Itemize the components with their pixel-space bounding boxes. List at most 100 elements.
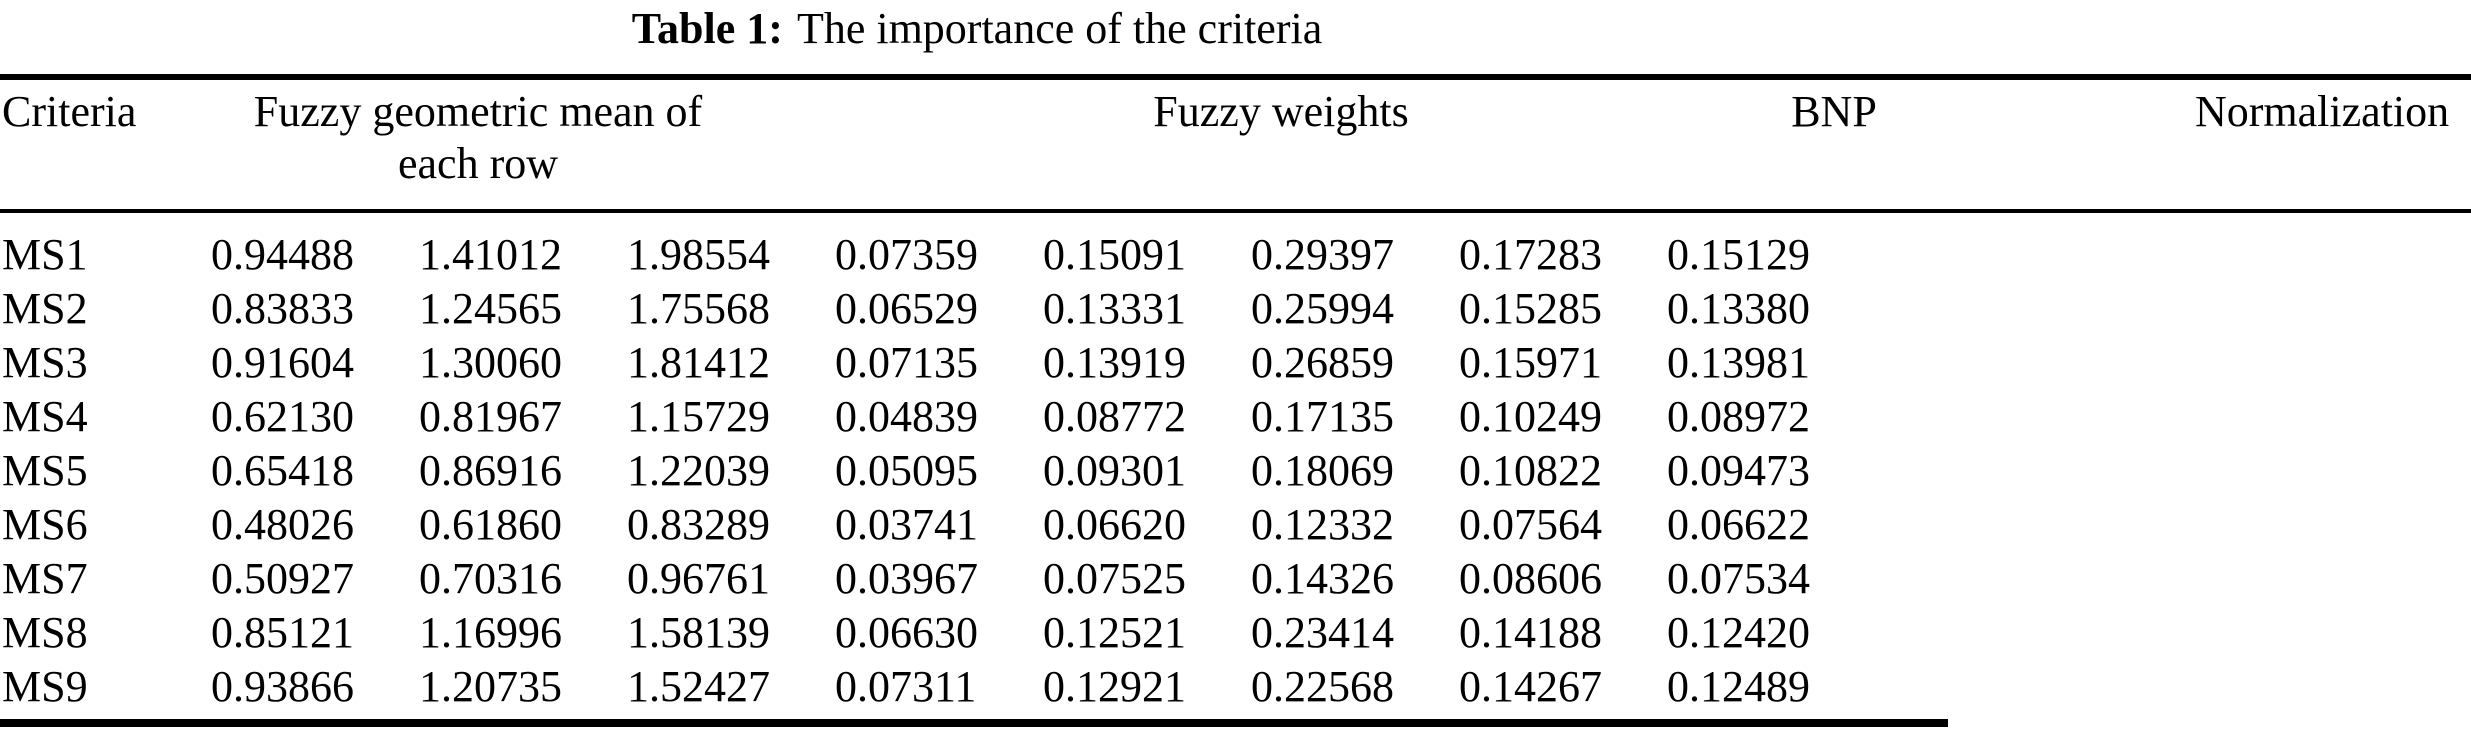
table-caption: Table 1: The importance of the criteria [0,0,1954,58]
table-cell: 0.07135 [835,338,978,387]
table-caption-label: Table 1: [631,4,783,53]
table-cell: 0.94488 [211,230,354,279]
table-cell: 0.14326 [1251,554,1394,603]
table-cell: 1.24565 [419,284,562,333]
table-row-ms5: MS5 0.65418 0.86916 1.22039 0.05095 0.09… [2,444,2471,498]
table-cell: 0.70316 [419,554,562,603]
table-cell: 1.52427 [627,662,770,711]
table-cell: 0.61860 [419,500,562,549]
table-cell: 0.03967 [835,554,978,603]
table-cell: 0.04839 [835,392,978,441]
table-cell: 0.07359 [835,230,978,279]
table-cell: 0.13331 [1043,284,1186,333]
table-cell: 0.06630 [835,608,978,657]
row-label: MS1 [2,230,88,279]
table-cell: 1.15729 [627,392,770,441]
table-cell: 0.07525 [1043,554,1186,603]
table-cell: 0.15129 [1667,230,1810,279]
table-cell: 0.65418 [211,446,354,495]
header-criteria: Criteria [2,87,137,136]
table-row-ms3: MS3 0.91604 1.30060 1.81412 0.07135 0.13… [2,336,2471,390]
table-cell: 0.12489 [1667,662,1810,711]
table-row-ms8: MS8 0.85121 1.16996 1.58139 0.06630 0.12… [2,606,2471,660]
row-label: MS5 [2,446,88,495]
table-cell: 0.12332 [1251,500,1394,549]
table-cell: 0.09473 [1667,446,1810,495]
table-cell: 0.22568 [1251,662,1394,711]
header-bnp: BNP [1791,87,1877,136]
table-cell: 0.62130 [211,392,354,441]
table-cell: 0.12521 [1043,608,1186,657]
table-cell: 0.25994 [1251,284,1394,333]
row-label: MS9 [2,662,88,711]
table-cell: 0.08606 [1459,554,1602,603]
table-cell: 0.12921 [1043,662,1186,711]
table-cell: 0.12420 [1667,608,1810,657]
table-row-ms9: MS9 0.93866 1.20735 1.52427 0.07311 0.12… [2,660,2471,714]
header-fuzzy-geometric-mean-line1: Fuzzy geometric mean of [253,87,703,136]
table-cell: 1.58139 [627,608,770,657]
row-label: MS2 [2,284,88,333]
table-cell: 0.18069 [1251,446,1394,495]
table-top-rule [0,74,2471,80]
table-cell: 0.08772 [1043,392,1186,441]
table-cell: 0.13380 [1667,284,1810,333]
table-cell: 1.75568 [627,284,770,333]
table-cell: 0.15285 [1459,284,1602,333]
table-cell: 0.06529 [835,284,978,333]
table-row-ms4: MS4 0.62130 0.81967 1.15729 0.04839 0.08… [2,390,2471,444]
table-cell: 0.14267 [1459,662,1602,711]
table-cell: 1.30060 [419,338,562,387]
table-cell: 0.26859 [1251,338,1394,387]
table-cell: 0.13919 [1043,338,1186,387]
table-caption-text: The importance of the criteria [796,4,1323,53]
header-fuzzy-geometric-mean-line2: each row [397,139,558,188]
table-cell: 0.05095 [835,446,978,495]
table-cell: 0.23414 [1251,608,1394,657]
table-cell: 0.07534 [1667,554,1810,603]
table-cell: 1.98554 [627,230,770,279]
header-fuzzy-weights: Fuzzy weights [1153,87,1409,136]
table-cell: 0.48026 [211,500,354,549]
table-cell: 0.17283 [1459,230,1602,279]
table-cell: 0.96761 [627,554,770,603]
table-cell: 0.07564 [1459,500,1602,549]
table-cell: 0.07311 [835,662,977,711]
table-cell: 0.06620 [1043,500,1186,549]
header-fuzzy-geometric-mean: Fuzzy geometric mean of each row [178,86,778,190]
table-cell: 0.29397 [1251,230,1394,279]
table-cell: 0.50927 [211,554,354,603]
table-cell: 0.06622 [1667,500,1810,549]
table-cell: 0.15971 [1459,338,1602,387]
table-cell: 1.16996 [419,608,562,657]
table-cell: 0.03741 [835,500,978,549]
table-cell: 0.83833 [211,284,354,333]
table-cell: 0.08972 [1667,392,1810,441]
row-label: MS8 [2,608,88,657]
table-cell: 1.20735 [419,662,562,711]
table-row-ms1: MS1 0.94488 1.41012 1.98554 0.07359 0.15… [2,228,2471,282]
table-cell: 0.09301 [1043,446,1186,495]
table-row-ms2: MS2 0.83833 1.24565 1.75568 0.06529 0.13… [2,282,2471,336]
table-cell: 0.93866 [211,662,354,711]
table-cell: 0.83289 [627,500,770,549]
row-label: MS6 [2,500,88,549]
table-cell: 0.17135 [1251,392,1394,441]
table-cell: 1.81412 [627,338,770,387]
row-label: MS4 [2,392,88,441]
table-cell: 0.81967 [419,392,562,441]
table-cell: 0.10249 [1459,392,1602,441]
table-row-ms6: MS6 0.48026 0.61860 0.83289 0.03741 0.06… [2,498,2471,552]
table-cell: 0.13981 [1667,338,1810,387]
table-cell: 0.86916 [419,446,562,495]
table-cell: 0.91604 [211,338,354,387]
table-header-rule [0,209,2471,213]
table-cell: 0.14188 [1459,608,1602,657]
table-body: MS1 0.94488 1.41012 1.98554 0.07359 0.15… [2,228,2471,714]
table-bottom-rule [0,719,1948,727]
table-cell: 0.10822 [1459,446,1602,495]
table-cell: 0.15091 [1043,230,1186,279]
row-label: MS3 [2,338,88,387]
table-row-ms7: MS7 0.50927 0.70316 0.96761 0.03967 0.07… [2,552,2471,606]
